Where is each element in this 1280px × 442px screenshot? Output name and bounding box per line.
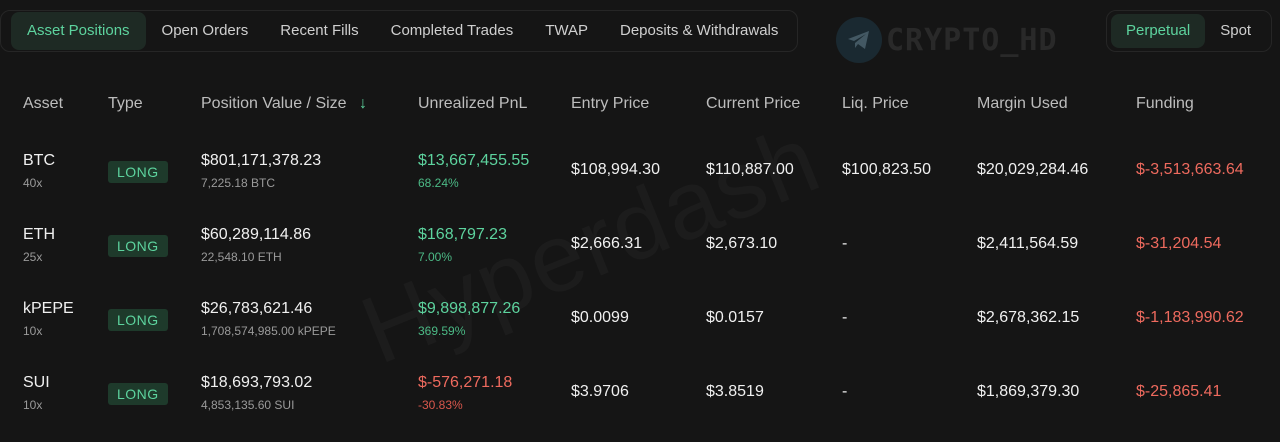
- tab-completed-trades[interactable]: Completed Trades: [390, 22, 514, 39]
- tab-bar: Asset Positions Open Orders Recent Fills…: [0, 10, 798, 52]
- entry-price: $2,666.31: [571, 235, 643, 252]
- top-bar: Asset Positions Open Orders Recent Fills…: [0, 0, 1280, 64]
- current-price: $2,673.10: [706, 235, 778, 252]
- current-price: $0.0157: [706, 309, 764, 326]
- col-funding[interactable]: Funding: [1136, 95, 1194, 112]
- position-type-badge: LONG: [108, 383, 168, 405]
- unrealized-pnl-pct: -30.83%: [418, 398, 463, 412]
- table-row[interactable]: BTC 40x LONG $801,171,378.23 7,225.18 BTC $13…: [0, 146, 1280, 220]
- asset-leverage: 10x: [23, 398, 43, 412]
- liq-price: $100,823.50: [842, 161, 931, 178]
- unrealized-pnl: $13,667,455.55: [418, 152, 530, 169]
- col-current-price[interactable]: Current Price: [706, 95, 801, 112]
- watermark-logo: CRYPTO_HD: [836, 16, 1058, 64]
- asset-leverage: 40x: [23, 176, 43, 190]
- unrealized-pnl: $-576,271.18: [418, 374, 513, 391]
- funding: $-31,204.54: [1136, 235, 1222, 252]
- position-size: 1,708,574,985.00 kPEPE: [201, 324, 336, 338]
- table-row[interactable]: ETH 25x LONG $60,289,114.86 22,548.10 ETH $16…: [0, 220, 1280, 294]
- position-size: 22,548.10 ETH: [201, 250, 282, 264]
- table-header: Asset Type Position Value / Size ↓ Unrea…: [0, 62, 1280, 146]
- funding: $-3,513,663.64: [1136, 161, 1244, 178]
- asset-symbol[interactable]: kPEPE: [23, 300, 74, 317]
- margin-used: $20,029,284.46: [977, 161, 1089, 178]
- market-toggle: Perpetual Spot: [1106, 10, 1272, 52]
- col-liq-price[interactable]: Liq. Price: [842, 95, 909, 112]
- col-position-value-label: Position Value / Size: [201, 95, 347, 112]
- entry-price: $0.0099: [571, 309, 629, 326]
- asset-leverage: 25x: [23, 250, 43, 264]
- unrealized-pnl-pct: 7.00%: [418, 250, 453, 264]
- unrealized-pnl-pct: 369.59%: [418, 324, 466, 338]
- watermark-text: CRYPTO_HD: [886, 22, 1058, 58]
- margin-used: $2,411,564.59: [977, 235, 1079, 252]
- col-entry-price[interactable]: Entry Price: [571, 95, 650, 112]
- unrealized-pnl: $9,898,877.26: [418, 300, 521, 317]
- table-row[interactable]: kPEPE 10x LONG $26,783,621.46 1,708,574,985.…: [0, 294, 1280, 368]
- tab-twap[interactable]: TWAP: [545, 22, 588, 39]
- funding: $-25,865.41: [1136, 383, 1222, 400]
- col-unrealized-pnl[interactable]: Unrealized PnL: [418, 95, 528, 112]
- position-value: $18,693,793.02: [201, 374, 313, 391]
- entry-price: $3.9706: [571, 383, 629, 400]
- toggle-spot[interactable]: Spot: [1220, 22, 1252, 39]
- position-size: 4,853,135.60 SUI: [201, 398, 295, 412]
- asset-symbol[interactable]: SUI: [23, 374, 50, 391]
- position-type-badge: LONG: [108, 161, 168, 183]
- tab-deposits-withdrawals[interactable]: Deposits & Withdrawals: [619, 22, 779, 39]
- col-position-value[interactable]: Position Value / Size ↓: [201, 95, 367, 113]
- liq-price: -: [842, 309, 848, 326]
- position-value: $60,289,114.86: [201, 226, 312, 243]
- toggle-perpetual[interactable]: Perpetual: [1111, 14, 1206, 48]
- entry-price: $108,994.30: [571, 161, 660, 178]
- unrealized-pnl-pct: 68.24%: [418, 176, 459, 190]
- asset-leverage: 10x: [23, 324, 43, 338]
- asset-symbol[interactable]: BTC: [23, 152, 55, 169]
- table-row[interactable]: SUI 10x LONG $18,693,793.02 4,853,135.60 SUI…: [0, 368, 1280, 442]
- col-type[interactable]: Type: [108, 95, 143, 112]
- col-margin-used[interactable]: Margin Used: [977, 95, 1068, 112]
- liq-price: -: [842, 383, 848, 400]
- tab-open-orders[interactable]: Open Orders: [161, 22, 249, 39]
- asset-symbol[interactable]: ETH: [23, 226, 55, 243]
- current-price: $3.8519: [706, 383, 764, 400]
- position-size: 7,225.18 BTC: [201, 176, 276, 190]
- margin-used: $2,678,362.15: [977, 309, 1080, 326]
- position-type-badge: LONG: [108, 309, 168, 331]
- tab-asset-positions[interactable]: Asset Positions: [11, 12, 146, 50]
- sort-down-icon: ↓: [359, 95, 368, 112]
- liq-price: -: [842, 235, 848, 252]
- funding: $-1,183,990.62: [1136, 309, 1244, 326]
- position-value: $26,783,621.46: [201, 300, 313, 317]
- positions-table: Asset Type Position Value / Size ↓ Unrea…: [0, 62, 1280, 442]
- telegram-icon: [836, 17, 882, 63]
- position-type-badge: LONG: [108, 235, 168, 257]
- unrealized-pnl: $168,797.23: [418, 226, 507, 243]
- margin-used: $1,869,379.30: [977, 383, 1080, 400]
- tab-recent-fills[interactable]: Recent Fills: [280, 22, 359, 39]
- position-value: $801,171,378.23: [201, 152, 322, 169]
- col-asset[interactable]: Asset: [23, 95, 64, 112]
- current-price: $110,887.00: [706, 161, 794, 178]
